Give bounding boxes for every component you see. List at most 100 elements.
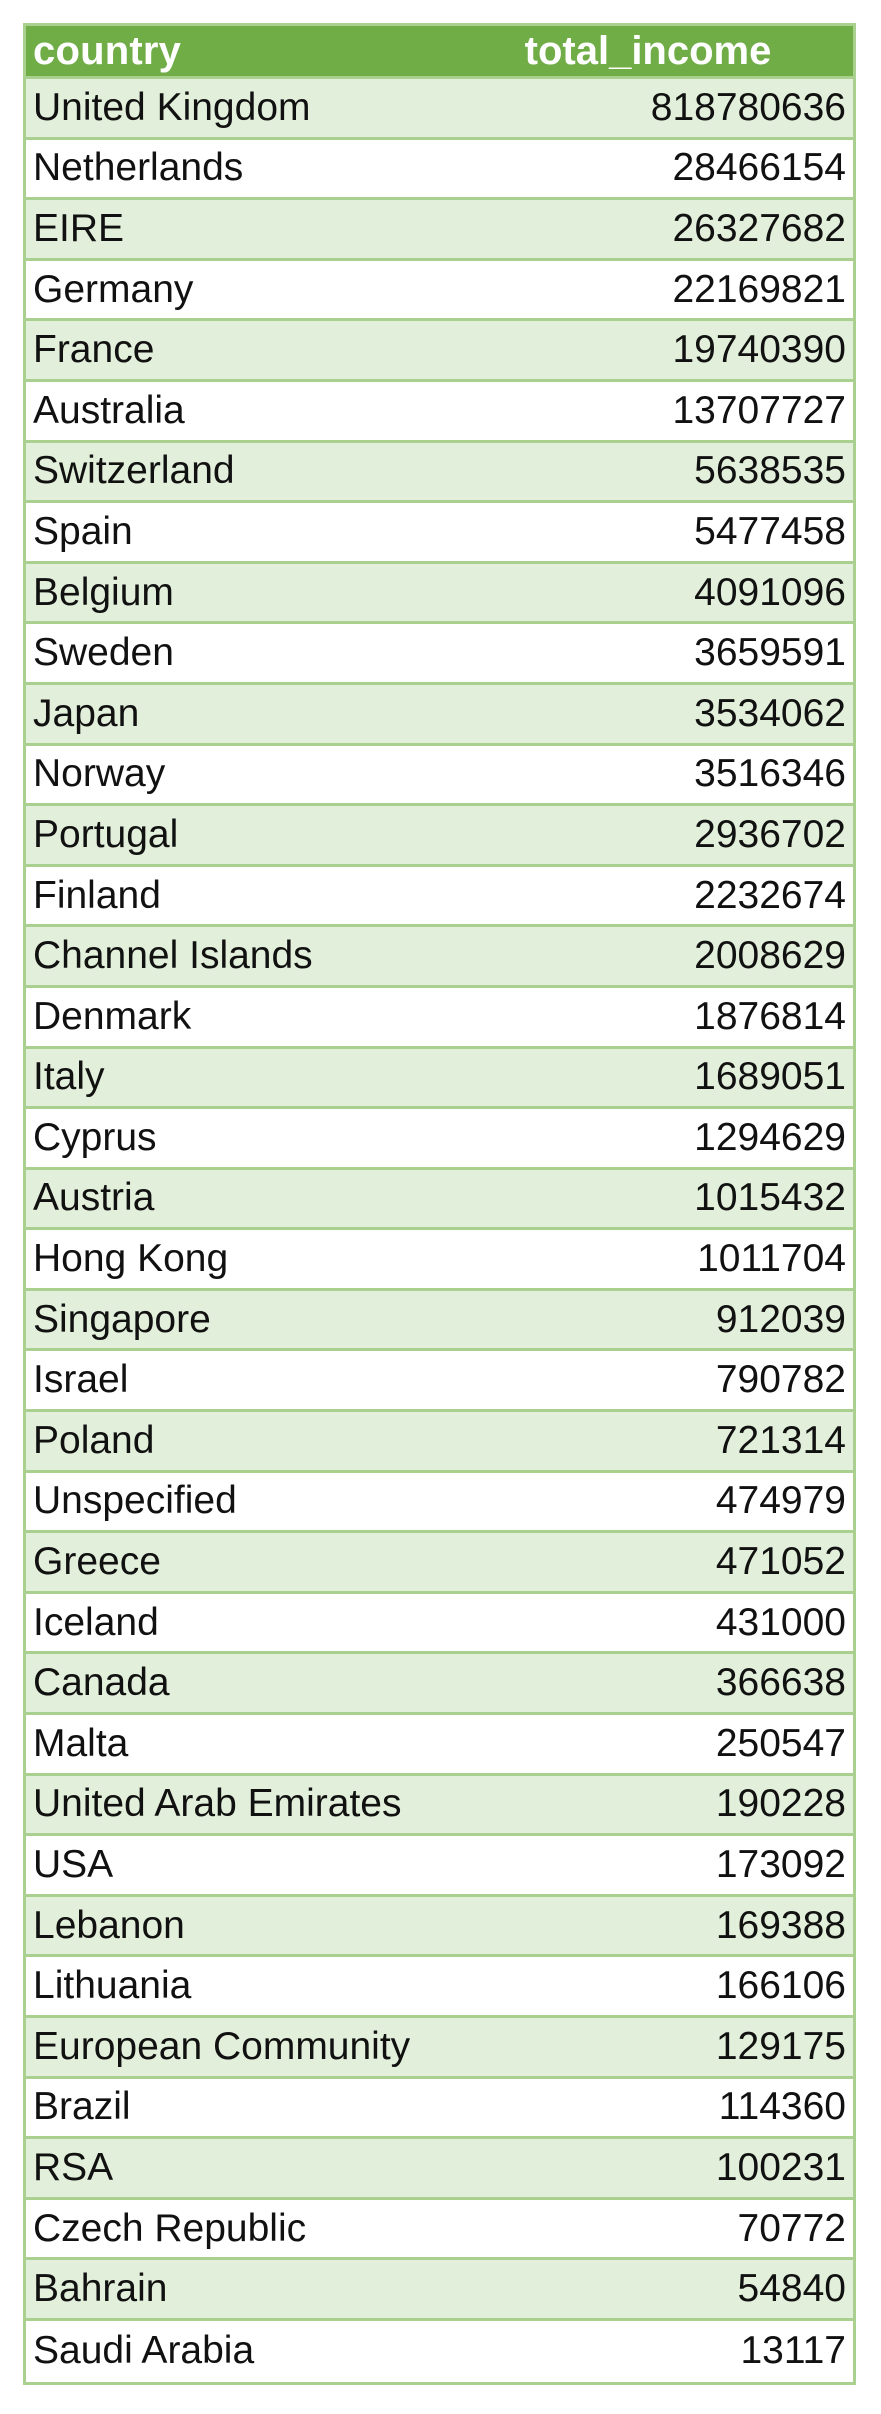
cell-country: European Community [33, 2024, 411, 2068]
table-row: EIRE 26327682 [26, 200, 853, 261]
cell-country: Netherlands [33, 146, 244, 190]
cell-country: Norway [33, 752, 166, 796]
cell-country: Italy [33, 1055, 105, 1099]
table-row: United Kingdom 818780636 [26, 79, 853, 140]
table-row: Australia 13707727 [26, 381, 853, 443]
cell-total-income: 26327682 [672, 206, 846, 250]
cell-country: Bahrain [33, 2267, 168, 2311]
cell-country: Saudi Arabia [33, 2329, 255, 2373]
table-row: USA 173092 [26, 1836, 853, 1897]
table-row: Hong Kong 1011704 [26, 1230, 853, 1291]
table-row: RSA 100231 [26, 2139, 853, 2200]
cell-total-income: 2232674 [694, 873, 846, 917]
table-row: Switzerland 5638535 [26, 442, 853, 504]
cell-country: Lithuania [33, 1964, 192, 2008]
cell-country: Malta [33, 1721, 129, 1765]
table-row: Brazil 114360 [26, 2078, 853, 2140]
cell-total-income: 721314 [715, 1418, 846, 1462]
cell-country: Spain [33, 509, 133, 553]
cell-total-income: 1011704 [697, 1237, 846, 1281]
table-row: Spain 5477458 [26, 503, 853, 564]
cell-country: Greece [33, 1540, 161, 1584]
cell-country: Switzerland [33, 449, 235, 493]
cell-total-income: 70772 [737, 2206, 846, 2250]
cell-country: USA [33, 1843, 114, 1887]
cell-country: United Arab Emirates [33, 1782, 402, 1826]
table-row: Greece 471052 [26, 1533, 853, 1594]
table-row: Iceland 431000 [26, 1593, 853, 1655]
cell-total-income: 13117 [740, 2329, 846, 2373]
table-row: France 19740390 [26, 321, 853, 382]
table-row: Unspecified 474979 [26, 1472, 853, 1534]
cell-country: Portugal [33, 812, 179, 856]
cell-country: Austria [33, 1176, 155, 1220]
cell-total-income: 4091096 [694, 570, 846, 614]
cell-country: Belgium [33, 570, 174, 614]
cell-country: Denmark [33, 994, 192, 1038]
cell-total-income: 3659591 [694, 631, 846, 675]
cell-total-income: 2008629 [694, 934, 846, 978]
cell-country: Iceland [33, 1600, 159, 1644]
cell-country: Poland [33, 1418, 155, 1462]
cell-country: United Kingdom [33, 85, 311, 129]
cell-country: RSA [33, 2145, 114, 2189]
column-header-country: country [33, 28, 182, 73]
cell-country: Sweden [33, 631, 174, 675]
table-row: Denmark 1876814 [26, 987, 853, 1049]
table-body: United Kingdom 818780636 Netherlands 284661… [26, 79, 853, 2382]
cell-total-income: 250547 [715, 1721, 846, 1765]
cell-country: Lebanon [33, 1903, 185, 1947]
table-row: Netherlands 28466154 [26, 139, 853, 201]
table-row: Canada 366638 [26, 1654, 853, 1716]
cell-total-income: 100231 [715, 2145, 846, 2189]
cell-total-income: 19740390 [672, 328, 846, 372]
cell-total-income: 54840 [737, 2267, 846, 2311]
table-row: Germany 22169821 [26, 260, 853, 322]
table-row: United Arab Emirates 190228 [26, 1775, 853, 1837]
cell-country: Unspecified [33, 1479, 237, 1523]
cell-country: Canada [33, 1661, 170, 1705]
cell-total-income: 28466154 [672, 146, 846, 190]
table-header-row: country total_income [26, 26, 853, 79]
cell-country: Channel Islands [33, 934, 313, 978]
cell-total-income: 912039 [715, 1297, 846, 1341]
cell-total-income: 474979 [715, 1479, 846, 1523]
cell-country: Singapore [33, 1297, 211, 1341]
cell-total-income: 1294629 [694, 1115, 846, 1159]
cell-country: Cyprus [33, 1115, 157, 1159]
cell-total-income: 1689051 [694, 1055, 846, 1099]
table-row: Lithuania 166106 [26, 1957, 853, 2018]
table-row: Poland 721314 [26, 1412, 853, 1473]
table-row: Sweden 3659591 [26, 624, 853, 685]
column-header-total-income: total_income [524, 28, 772, 73]
cell-total-income: 2936702 [694, 812, 846, 856]
table-row: Singapore 912039 [26, 1290, 853, 1352]
cell-country: Australia [33, 388, 185, 432]
cell-country: Hong Kong [33, 1237, 229, 1281]
cell-total-income: 1876814 [694, 994, 846, 1038]
table-row: Channel Islands 2008629 [26, 927, 853, 988]
table-row: Norway 3516346 [26, 745, 853, 807]
cell-total-income: 114360 [718, 2085, 846, 2129]
cell-total-income: 190228 [715, 1782, 846, 1826]
cell-total-income: 1015432 [694, 1176, 846, 1220]
cell-country: EIRE [33, 206, 125, 250]
cell-country: Israel [33, 1358, 129, 1402]
table-row: Finland 2232674 [26, 866, 853, 928]
table-row: European Community 129175 [26, 2018, 853, 2079]
table-row: Belgium 4091096 [26, 563, 853, 625]
cell-total-income: 790782 [715, 1358, 846, 1402]
cell-total-income: 431000 [715, 1600, 846, 1644]
table-row: Czech Republic 70772 [26, 2199, 853, 2261]
cell-total-income: 3516346 [694, 752, 846, 796]
cell-total-income: 366638 [715, 1661, 846, 1705]
cell-country: Czech Republic [33, 2206, 307, 2250]
cell-total-income: 129175 [715, 2024, 846, 2068]
cell-total-income: 818780636 [650, 85, 846, 129]
table-row: Portugal 2936702 [26, 806, 853, 867]
table-row: Israel 790782 [26, 1351, 853, 1413]
cell-total-income: 22169821 [672, 267, 846, 311]
cell-country: Brazil [33, 2085, 131, 2129]
table-row: Saudi Arabia 13117 [26, 2320, 853, 2382]
cell-country: France [33, 328, 155, 372]
